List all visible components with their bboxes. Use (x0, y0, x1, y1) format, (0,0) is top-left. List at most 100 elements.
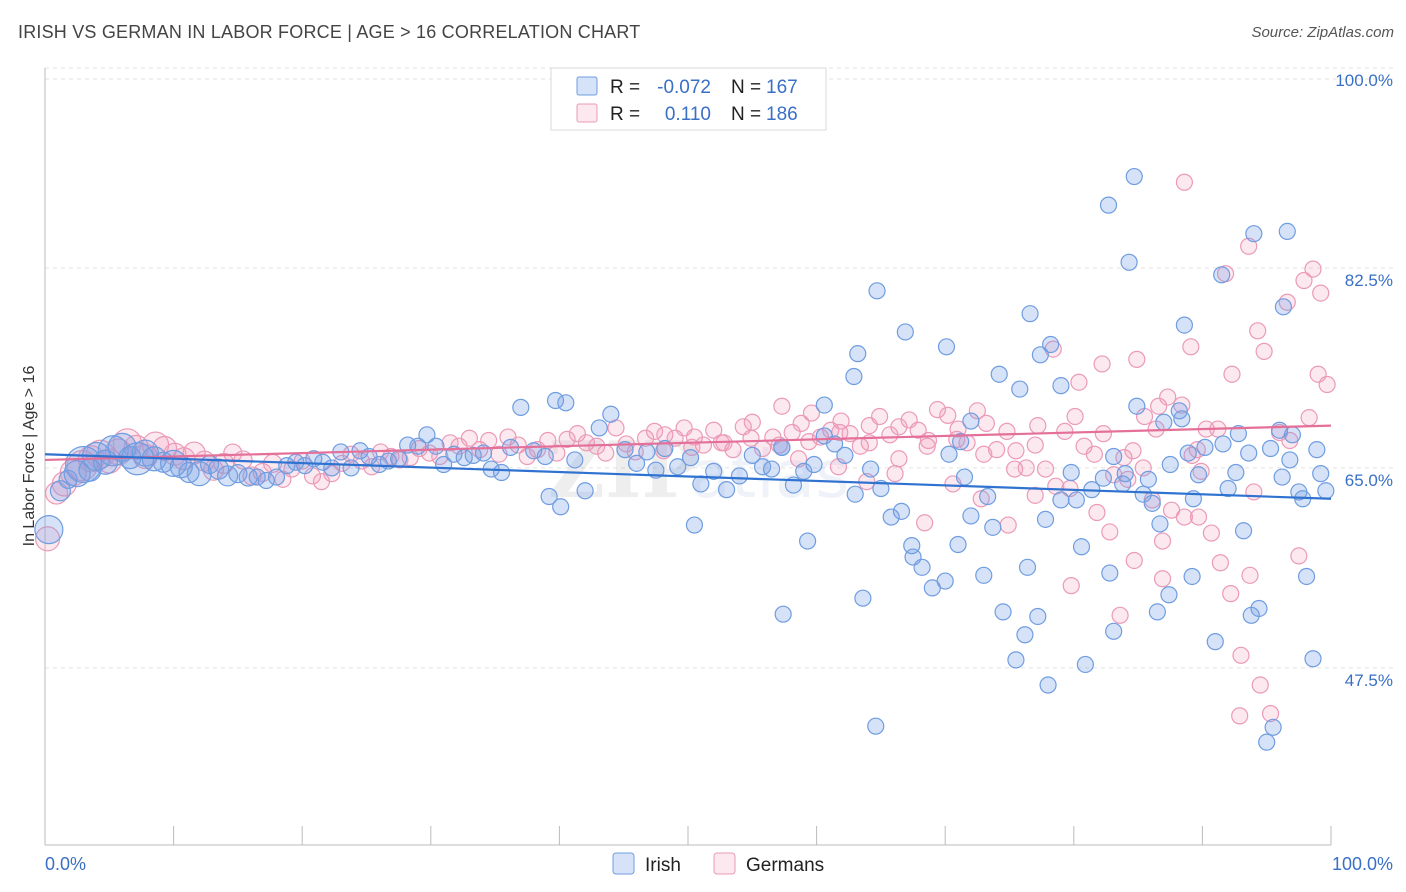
germans-point (1062, 577, 1080, 595)
germans-point (998, 422, 1016, 440)
irish-point (323, 459, 341, 477)
germans-point (558, 430, 576, 448)
legend-swatch-germans (576, 103, 598, 123)
germans-point (742, 429, 760, 447)
irish-point (1155, 413, 1173, 431)
irish-point (1076, 655, 1094, 674)
irish-point (1261, 439, 1280, 458)
legend-n-label-irish: N = (731, 77, 761, 98)
irish-point (717, 481, 736, 499)
legend-r-value-irish: -0.072 (657, 77, 711, 98)
germans-point (1202, 524, 1221, 542)
irish-point (1151, 515, 1169, 533)
irish-point (936, 572, 954, 590)
irish-point (904, 548, 922, 566)
germans-point (1312, 284, 1330, 302)
irish-point (845, 367, 863, 386)
irish-point (979, 487, 997, 506)
irish-point (1234, 522, 1253, 540)
germans-point (1070, 373, 1088, 391)
irish-point (730, 467, 749, 485)
trend-lines (44, 424, 1332, 500)
irish-point (685, 516, 704, 534)
legend-n-value-germans: 186 (766, 104, 798, 125)
germans-point (1189, 508, 1208, 526)
legend-n-label-germans: N = (731, 104, 761, 125)
irish-point (949, 535, 967, 554)
irish-point (849, 345, 867, 363)
irish-point (962, 412, 980, 430)
germans-point (1029, 417, 1047, 435)
irish-point (296, 457, 314, 475)
germans-point (636, 429, 655, 447)
irish-point (743, 446, 761, 464)
irish-point (795, 462, 813, 480)
germans-point (518, 447, 536, 466)
germans-point (792, 414, 810, 432)
germans-point (1182, 338, 1200, 356)
germans-point (577, 434, 596, 452)
irish-point (540, 487, 558, 506)
y-tick-labels: 100.0% 82.5% 65.0% 47.5% (1335, 71, 1393, 690)
germans-point (871, 407, 889, 426)
irish-point (1094, 469, 1112, 487)
germans-point (1231, 707, 1249, 725)
germans-point (1175, 173, 1193, 191)
irish-point (1105, 622, 1123, 640)
germans-point (800, 433, 818, 451)
legend-r-value-germans: 0.110 (665, 104, 711, 125)
irish-point (638, 443, 656, 461)
irish-point (1273, 468, 1291, 486)
irish-point (669, 458, 687, 476)
irish-point (1011, 380, 1029, 398)
irish-point (238, 467, 258, 487)
irish-point (1042, 335, 1060, 354)
germans-point (1261, 704, 1280, 723)
irish-trend-line (44, 453, 1332, 500)
germans-point (1128, 350, 1146, 368)
irish-point (427, 437, 445, 455)
irish-point (1072, 538, 1091, 556)
germans-point (999, 516, 1017, 534)
irish-point (872, 479, 890, 498)
irish-point (512, 398, 530, 416)
germans-point (890, 450, 908, 468)
irish-point (1116, 465, 1134, 483)
irish-point (990, 365, 1008, 383)
germans-point (1085, 445, 1103, 463)
irish-point (178, 461, 200, 484)
irish-point (854, 589, 872, 607)
germans-point (1240, 237, 1258, 255)
irish-point (1039, 676, 1057, 694)
germans-point (1124, 442, 1142, 460)
irish-point (557, 394, 575, 412)
correlation-legend: R = -0.072 N = 167 R = 0.110 N = 186 (550, 67, 827, 131)
germans-point (1222, 585, 1240, 603)
legend-swatch-irish (576, 76, 598, 96)
irish-point (962, 507, 980, 525)
legend-n-value-irish: 167 (766, 77, 798, 98)
germans-point (223, 443, 243, 463)
germans-point (645, 422, 664, 440)
irish-point (862, 460, 880, 478)
irish-point (1290, 483, 1308, 501)
germans-point (568, 425, 587, 443)
germans-point (789, 450, 808, 468)
irish-point (937, 338, 956, 356)
x-tick-label-min: 0.0% (45, 854, 86, 874)
germans-point (1255, 342, 1273, 360)
germans-point (1300, 409, 1318, 427)
irish-point (464, 446, 482, 464)
source-label: Source: ZipAtlas.com (1251, 24, 1394, 41)
germans-point (968, 402, 986, 420)
irish-point (940, 445, 958, 463)
irish-point (552, 498, 570, 516)
irish-point (1120, 253, 1138, 271)
irish-point (1170, 402, 1188, 420)
germans-point (918, 437, 936, 455)
irish-point (896, 323, 914, 341)
irish-point (1240, 444, 1258, 462)
germans-point (1304, 260, 1322, 278)
irish-point (846, 485, 864, 503)
irish-point (1245, 225, 1263, 243)
